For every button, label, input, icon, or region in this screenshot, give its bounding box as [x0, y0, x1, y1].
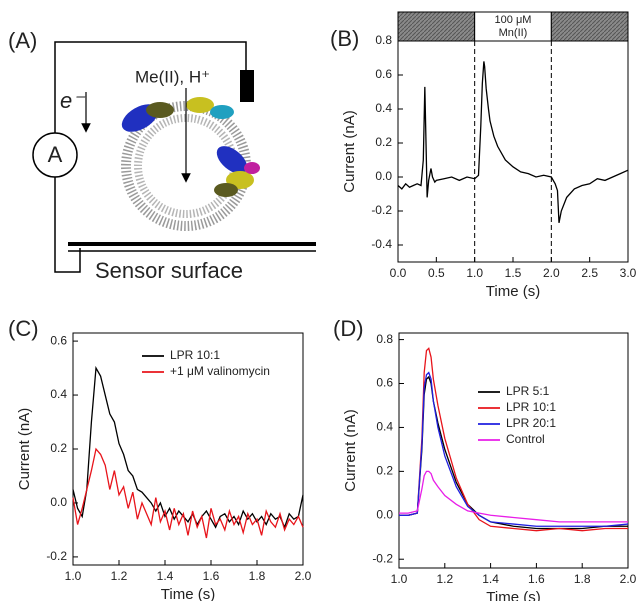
- y-tick-label: 0.4: [50, 387, 67, 401]
- x-axis-label: Time (s): [161, 586, 215, 601]
- trace: [397, 61, 629, 224]
- x-tick-label: 2.5: [581, 266, 598, 280]
- panel-label: (D): [333, 316, 364, 341]
- x-tick-label: 1.2: [436, 572, 453, 586]
- x-tick-label: 1.4: [482, 572, 499, 586]
- wire: [54, 177, 81, 273]
- legend-label: Control: [506, 432, 545, 446]
- y-tick-label: 0.6: [376, 376, 393, 390]
- x-tick-label: 2.0: [295, 569, 312, 583]
- y-tick-label: 0.6: [375, 67, 392, 81]
- wire: [54, 41, 247, 133]
- y-axis-label: Current (nA): [16, 408, 33, 491]
- y-tick-label: -0.2: [46, 549, 67, 563]
- x-tick-label: 0.5: [428, 266, 445, 280]
- y-tick-label: -0.2: [371, 203, 392, 217]
- protein-helix: [146, 102, 174, 118]
- surface-label: Sensor surface: [95, 258, 243, 283]
- y-tick-label: -0.4: [371, 237, 392, 251]
- y-tick-label: 0.2: [50, 441, 67, 455]
- chart-panel: (D) 1.0 1.2 1.4 1.6 1.8 2.0 -0.2 0.0 0.2 0.4 0.6 0.8…: [333, 316, 637, 601]
- x-tick-label: 1.5: [505, 266, 522, 280]
- panel-label: (B): [330, 26, 359, 51]
- x-axis-label: Time (s): [486, 283, 540, 300]
- trace: [399, 470, 628, 523]
- protein-helix: [186, 97, 214, 113]
- x-tick-label: 1.2: [111, 569, 128, 583]
- x-tick-label: 2.0: [543, 266, 560, 280]
- trace: [72, 365, 304, 530]
- protein-helix: [210, 105, 234, 119]
- x-tick-label: 0.0: [390, 266, 407, 280]
- electrode: [240, 70, 254, 102]
- electron-label: e⁻: [60, 88, 86, 113]
- x-tick-label: 1.6: [528, 572, 545, 586]
- protein-helix: [214, 183, 238, 197]
- x-tick-label: 1.8: [574, 572, 591, 586]
- annotation: Mn(II): [499, 27, 528, 39]
- ammeter: [32, 132, 78, 178]
- x-tick-label: 1.0: [65, 569, 82, 583]
- plot-frame: [397, 40, 629, 263]
- protein-helix: [244, 162, 260, 174]
- panel-label: (A): [8, 28, 37, 53]
- y-tick-label: 0.0: [376, 507, 393, 521]
- stimulus-off: [550, 11, 629, 42]
- x-tick-label: 1.6: [203, 569, 220, 583]
- annotation: 100 μM: [495, 14, 532, 26]
- y-tick-label: 0.8: [375, 33, 392, 47]
- x-tick-label: 2.0: [620, 572, 637, 586]
- legend-label: LPR 10:1: [506, 400, 556, 414]
- y-tick-label: 0.6: [50, 333, 67, 347]
- protein: [121, 97, 260, 197]
- y-axis-label: Current (nA): [342, 409, 359, 492]
- trace: [399, 371, 629, 527]
- stimulus-off: [397, 11, 476, 42]
- x-tick-label: 1.8: [249, 569, 266, 583]
- x-tick-label: 1.4: [157, 569, 174, 583]
- plot-frame: [398, 332, 629, 569]
- y-tick-label: 0.4: [375, 101, 392, 115]
- legend-label: LPR 20:1: [506, 416, 556, 430]
- chart-panel: (C) 1.0 1.2 1.4 1.6 1.8 2.0 -0.2 0.0 0.2 0.4 0.6 Tim…: [8, 316, 312, 601]
- y-tick-label: 0.2: [375, 135, 392, 149]
- y-tick-label: -0.2: [372, 551, 393, 565]
- stimulus-on: [474, 11, 552, 42]
- trace: [72, 447, 304, 539]
- y-tick-label: 0.8: [376, 332, 393, 346]
- protein-helix: [216, 146, 248, 174]
- y-tick-label: 0.0: [375, 169, 392, 183]
- y-axis-label: Current (nA): [341, 110, 358, 193]
- legend-label: +1 μM valinomycin: [170, 364, 270, 378]
- x-tick-label: 1.0: [391, 572, 408, 586]
- x-tick-label: 3.0: [620, 266, 637, 280]
- panel-label: (C): [8, 316, 39, 341]
- ion-label: Me(II), H⁺: [135, 67, 210, 86]
- legend-label: LPR 5:1: [506, 384, 550, 398]
- y-tick-label: 0.0: [50, 495, 67, 509]
- y-tick-label: 0.2: [376, 464, 393, 478]
- legend-label: LPR 10:1: [170, 348, 220, 362]
- ammeter-label: A: [48, 142, 63, 167]
- x-tick-label: 1.0: [466, 266, 483, 280]
- x-axis-label: Time (s): [486, 589, 540, 601]
- y-tick-label: 0.4: [376, 420, 393, 434]
- panel-a: (A) A e⁻ Sensor surface Me(II), H⁺: [8, 28, 316, 283]
